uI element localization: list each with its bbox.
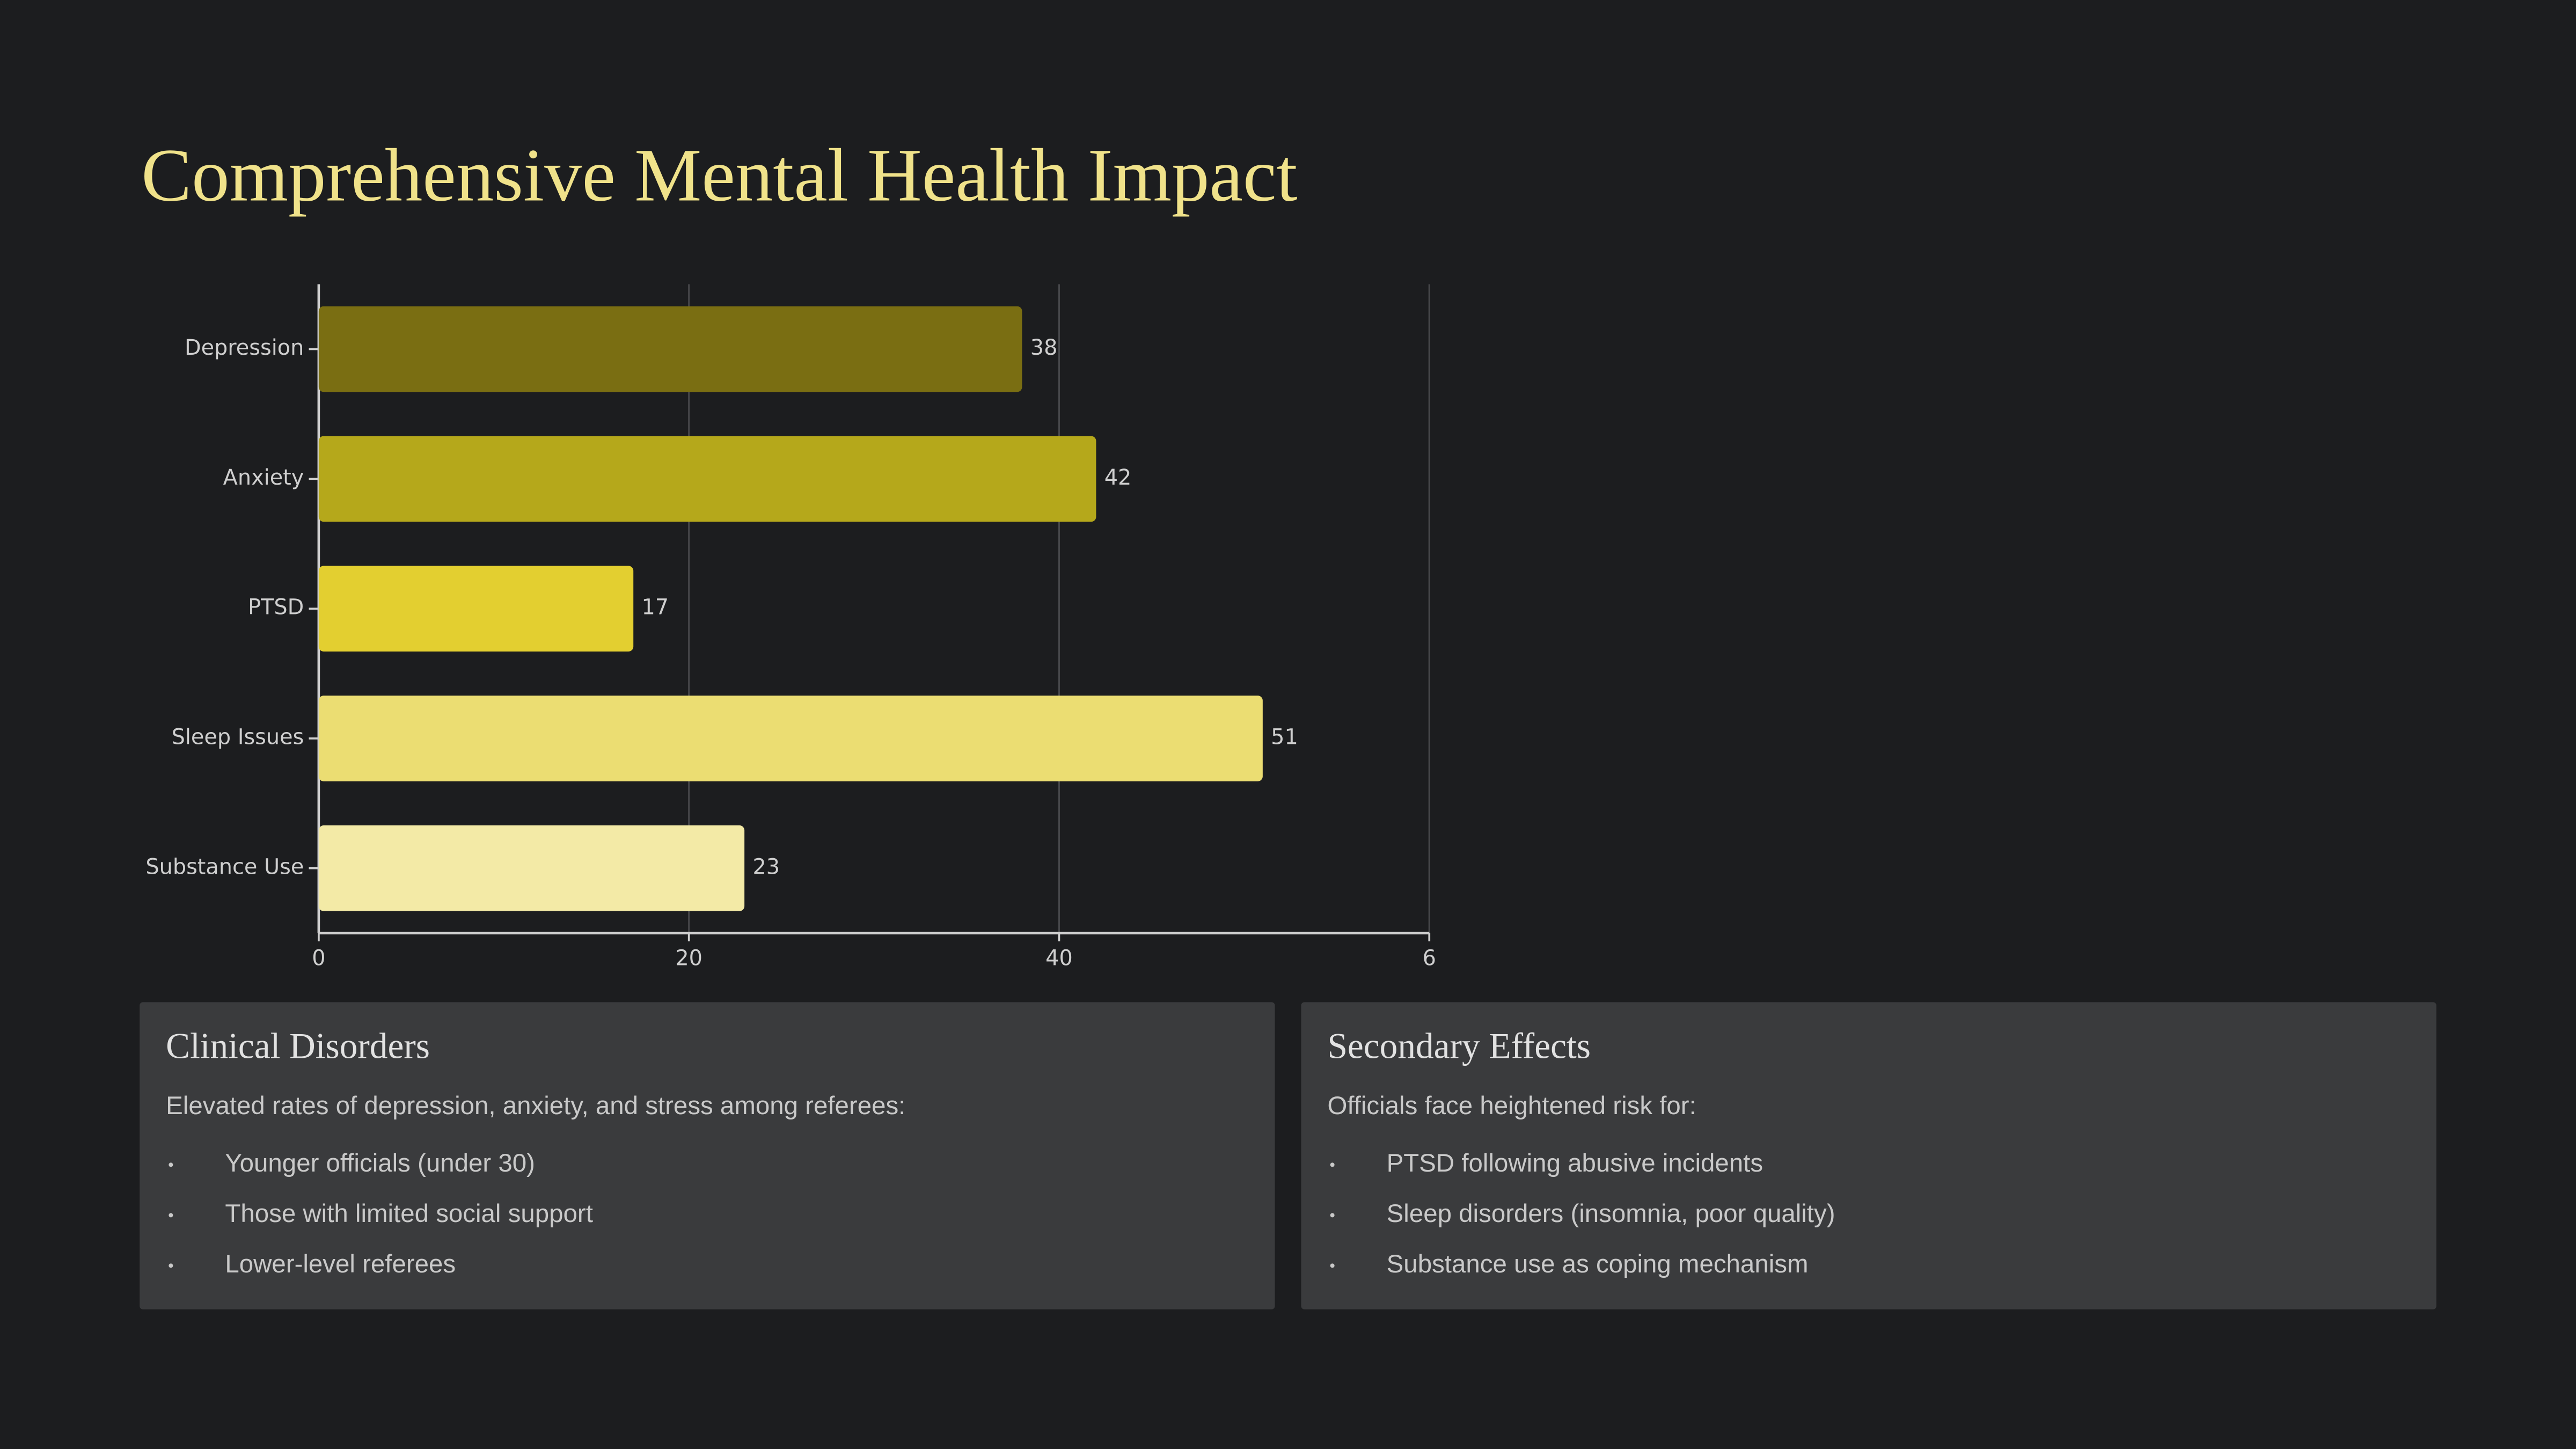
card-item: Substance use as coping mechanism [1387,1250,1809,1278]
value-label: 42 [1104,465,1132,490]
x-tick-label: 20 [675,946,702,970]
y-tick-label: PTSD [248,595,304,620]
y-tick-label: Anxiety [223,465,304,490]
card-item: PTSD following abusive incidents [1387,1149,1763,1177]
card-title: Clinical Disorders [166,1026,430,1066]
x-tick-label: 6 [1423,946,1436,970]
y-tick-label: Sleep Issues [172,725,304,750]
card-intro: Elevated rates of depression, anxiety, a… [166,1092,905,1120]
x-tick-label: 0 [312,946,325,970]
bullet [169,1213,173,1218]
bar [318,306,1022,392]
bar [318,825,745,911]
value-label: 38 [1030,335,1058,360]
bullet [169,1162,173,1167]
bar [318,696,1263,781]
card-title: Secondary Effects [1327,1026,1590,1066]
value-label: 23 [752,854,780,879]
value-label: 51 [1271,725,1298,750]
x-tick-label: 40 [1045,946,1073,970]
card [1301,1002,2436,1309]
card-item: Younger officials (under 30) [225,1149,535,1177]
bullet [1330,1263,1335,1268]
slide-title: Comprehensive Mental Health Impact [141,134,1297,217]
value-label: 17 [642,595,669,620]
bar [318,566,634,652]
card-item: Lower-level referees [225,1250,456,1278]
card-intro: Officials face heightened risk for: [1327,1092,1696,1120]
card-item: Sleep disorders (insomnia, poor quality) [1387,1199,1835,1228]
bullet [1330,1213,1335,1218]
card [140,1002,1275,1309]
bullet [169,1263,173,1268]
bar [318,436,1096,522]
y-tick-label: Substance Use [145,854,304,879]
card-item: Those with limited social support [225,1199,593,1228]
y-tick-label: Depression [185,335,304,360]
bullet [1330,1162,1335,1167]
